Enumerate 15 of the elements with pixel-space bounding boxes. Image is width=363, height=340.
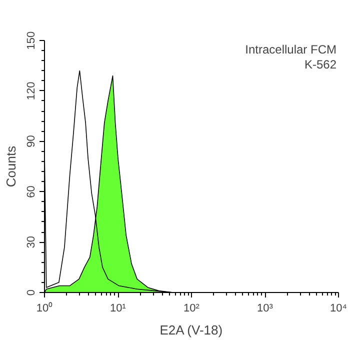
y-tick-label: 150 [26,31,38,50]
y-tick-label: 30 [26,236,38,248]
x-tick-label: 10³ [257,302,274,314]
annotation: K-562 [304,58,337,72]
x-tick-label: 10² [184,302,200,314]
x-axis-title: E2A (V-18) [160,322,223,338]
y-tick-label: 60 [26,186,38,198]
x-tick-label: 10¹ [110,302,126,314]
y-tick-label: 90 [26,135,38,148]
annotation: Intracellular FCM [245,42,337,56]
x-tick-label: 10⁴ [330,302,348,314]
y-axis-title: Counts [4,145,18,188]
y-tick-label: 120 [26,82,38,100]
x-tick-label: 10⁰ [36,302,53,314]
y-tick-label: 0 [26,289,38,296]
